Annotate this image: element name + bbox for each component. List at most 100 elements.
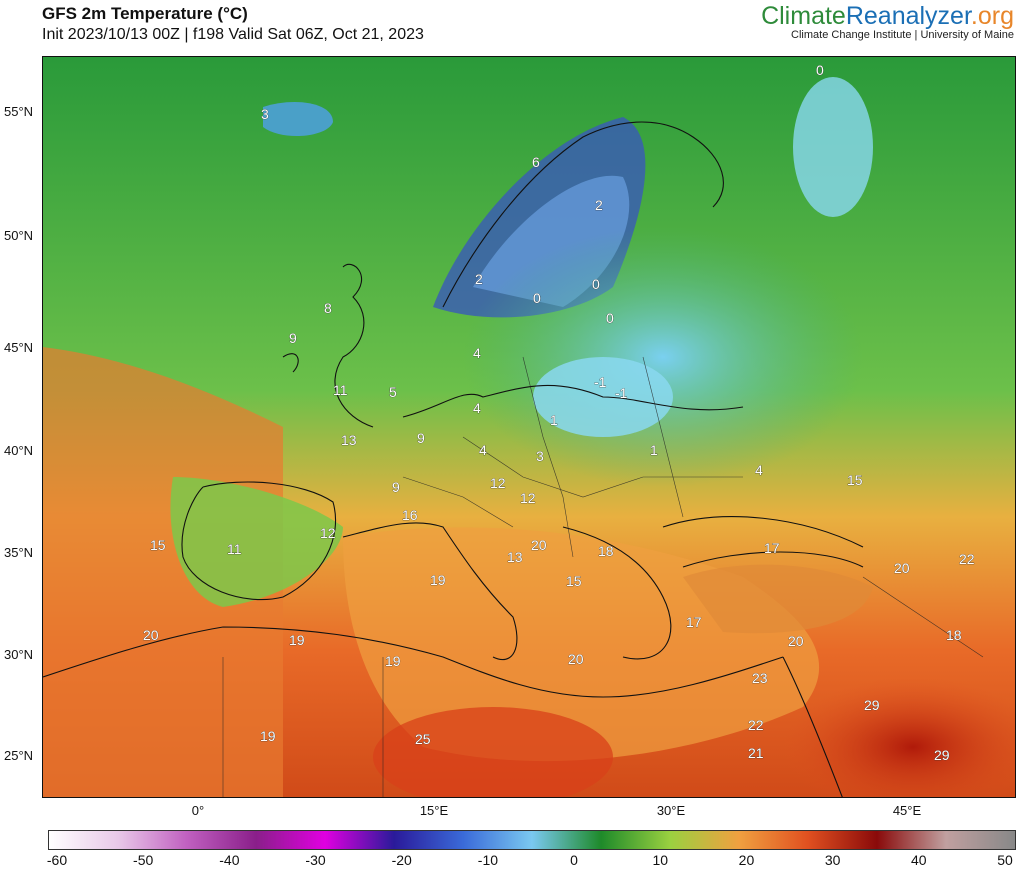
colorbar-tick-label: 10 (652, 852, 669, 868)
temp-label: 11 (333, 382, 348, 398)
colorbar-tick-label: -40 (219, 852, 240, 868)
temp-label: 2 (475, 271, 483, 287)
britain-coast (334, 263, 374, 428)
colorbar-tick-label: 50 (997, 852, 1013, 868)
lon-label-45e: 45°E (892, 803, 922, 818)
temperature-colorbar (48, 830, 1016, 850)
north-europe-coast (402, 384, 744, 418)
lon-label-15e: 15°E (419, 803, 449, 818)
temperature-map[interactable]: 3 6 2 2 0 8 9 0 0 4 0 11 5 -1 -1 4 1 9 1… (42, 56, 1016, 798)
lon-label-0: 0° (191, 803, 205, 818)
temp-label: 1 (650, 442, 658, 458)
colorbar-tick-label: -20 (391, 852, 412, 868)
temp-label: 13 (341, 432, 357, 448)
lat-label-35: 35°N (4, 545, 34, 560)
temp-label: 11 (227, 541, 242, 557)
brand-name-part3: .org (970, 2, 1014, 30)
temp-label: 20 (894, 560, 910, 576)
balkans-coast (562, 526, 672, 660)
temp-label: 4 (755, 462, 763, 478)
brand-logo[interactable]: ClimateReanalyzer.org Climate Change Ins… (761, 2, 1014, 41)
temp-label: 29 (864, 697, 880, 713)
map-subtitle: Init 2023/10/13 00Z | f198 Valid Sat 06Z… (42, 26, 424, 43)
temp-label: 16 (402, 507, 418, 523)
border-line-2 (522, 356, 574, 558)
levant-coast (782, 656, 843, 797)
black-sea-north-coast (662, 516, 864, 548)
temp-label: 20 (531, 537, 547, 553)
lat-label-45: 45°N (4, 340, 34, 355)
temp-label: 4 (473, 400, 481, 416)
temp-label: 15 (847, 472, 863, 488)
brand-name-part1: Climate (761, 2, 846, 30)
temp-label: 23 (752, 670, 768, 686)
iberia-area (170, 477, 343, 607)
temp-label: 6 (532, 154, 540, 170)
temp-label: 17 (764, 540, 780, 556)
temp-label: 29 (934, 747, 950, 763)
temp-label: 15 (150, 537, 166, 553)
lat-label-55: 55°N (4, 104, 34, 119)
temp-label: 8 (324, 300, 332, 316)
colorbar-tick-label: 30 (824, 852, 841, 868)
temp-label: 25 (415, 731, 431, 747)
brand-name: ClimateReanalyzer.org (761, 2, 1014, 31)
map-title: GFS 2m Temperature (°C) (42, 4, 248, 23)
temp-label: 2 (595, 197, 603, 213)
northeast-cold-area (793, 77, 873, 217)
scandinavia-coast (442, 121, 724, 308)
temp-label: 20 (568, 651, 584, 667)
ireland-coast (282, 353, 299, 373)
coastlines (43, 121, 864, 797)
colorbar-tick-label: -10 (477, 852, 499, 868)
border-line-1 (462, 436, 743, 498)
temp-label: 0 (533, 290, 541, 306)
temp-label: 19 (430, 572, 446, 588)
temp-label: 9 (289, 330, 297, 346)
temp-label: 21 (748, 745, 764, 761)
turkey-area (683, 564, 873, 634)
temp-label: 20 (143, 627, 159, 643)
temp-label: 4 (479, 442, 487, 458)
temp-label: 3 (261, 106, 269, 122)
border-line-4 (402, 476, 514, 528)
colorbar-tick-label: 20 (738, 852, 755, 868)
temp-label: 12 (490, 475, 506, 491)
temp-label: 3 (536, 448, 544, 464)
temp-label: 1 (550, 412, 558, 428)
temp-label: 18 (946, 627, 962, 643)
temp-label: 17 (686, 614, 702, 630)
temperature-labels: 3 6 2 2 0 8 9 0 0 4 0 11 5 -1 -1 4 1 9 1… (143, 62, 975, 764)
temp-label: 22 (748, 717, 764, 733)
temp-label: -1 (615, 385, 628, 401)
temp-label: 4 (473, 345, 481, 361)
colorbar-tick-label: 40 (911, 852, 927, 868)
temp-label: 20 (788, 633, 804, 649)
temp-label: 0 (592, 276, 600, 292)
lat-label-50: 50°N (4, 228, 34, 243)
italy-coast (342, 522, 518, 660)
border-line-7 (862, 576, 984, 658)
brand-subtitle: Climate Change Institute | University of… (791, 29, 1014, 41)
north-africa-coast (43, 626, 784, 698)
temp-label: 12 (320, 525, 336, 541)
temp-label: 5 (389, 384, 397, 400)
colorbar-tick-label: -60 (46, 852, 68, 868)
black-sea-south-coast (682, 551, 864, 568)
lat-label-30: 30°N (4, 647, 34, 662)
libya-hot-area (373, 707, 613, 797)
colorbar-tick-label: -50 (133, 852, 154, 868)
lat-label-25: 25°N (4, 748, 34, 763)
lat-label-40: 40°N (4, 443, 34, 458)
lon-label-30e: 30°E (656, 803, 686, 818)
temp-label: 0 (606, 310, 614, 326)
arabia-hot-area (783, 677, 1015, 797)
temp-label: 19 (289, 632, 305, 648)
temp-label: 12 (520, 490, 536, 506)
temp-label: 15 (566, 573, 582, 589)
temp-label: -1 (594, 374, 607, 390)
colorbar-tick-label: 0 (570, 852, 578, 868)
temp-label: 9 (392, 479, 400, 495)
iceland (263, 102, 333, 137)
temp-label: 22 (959, 551, 975, 567)
